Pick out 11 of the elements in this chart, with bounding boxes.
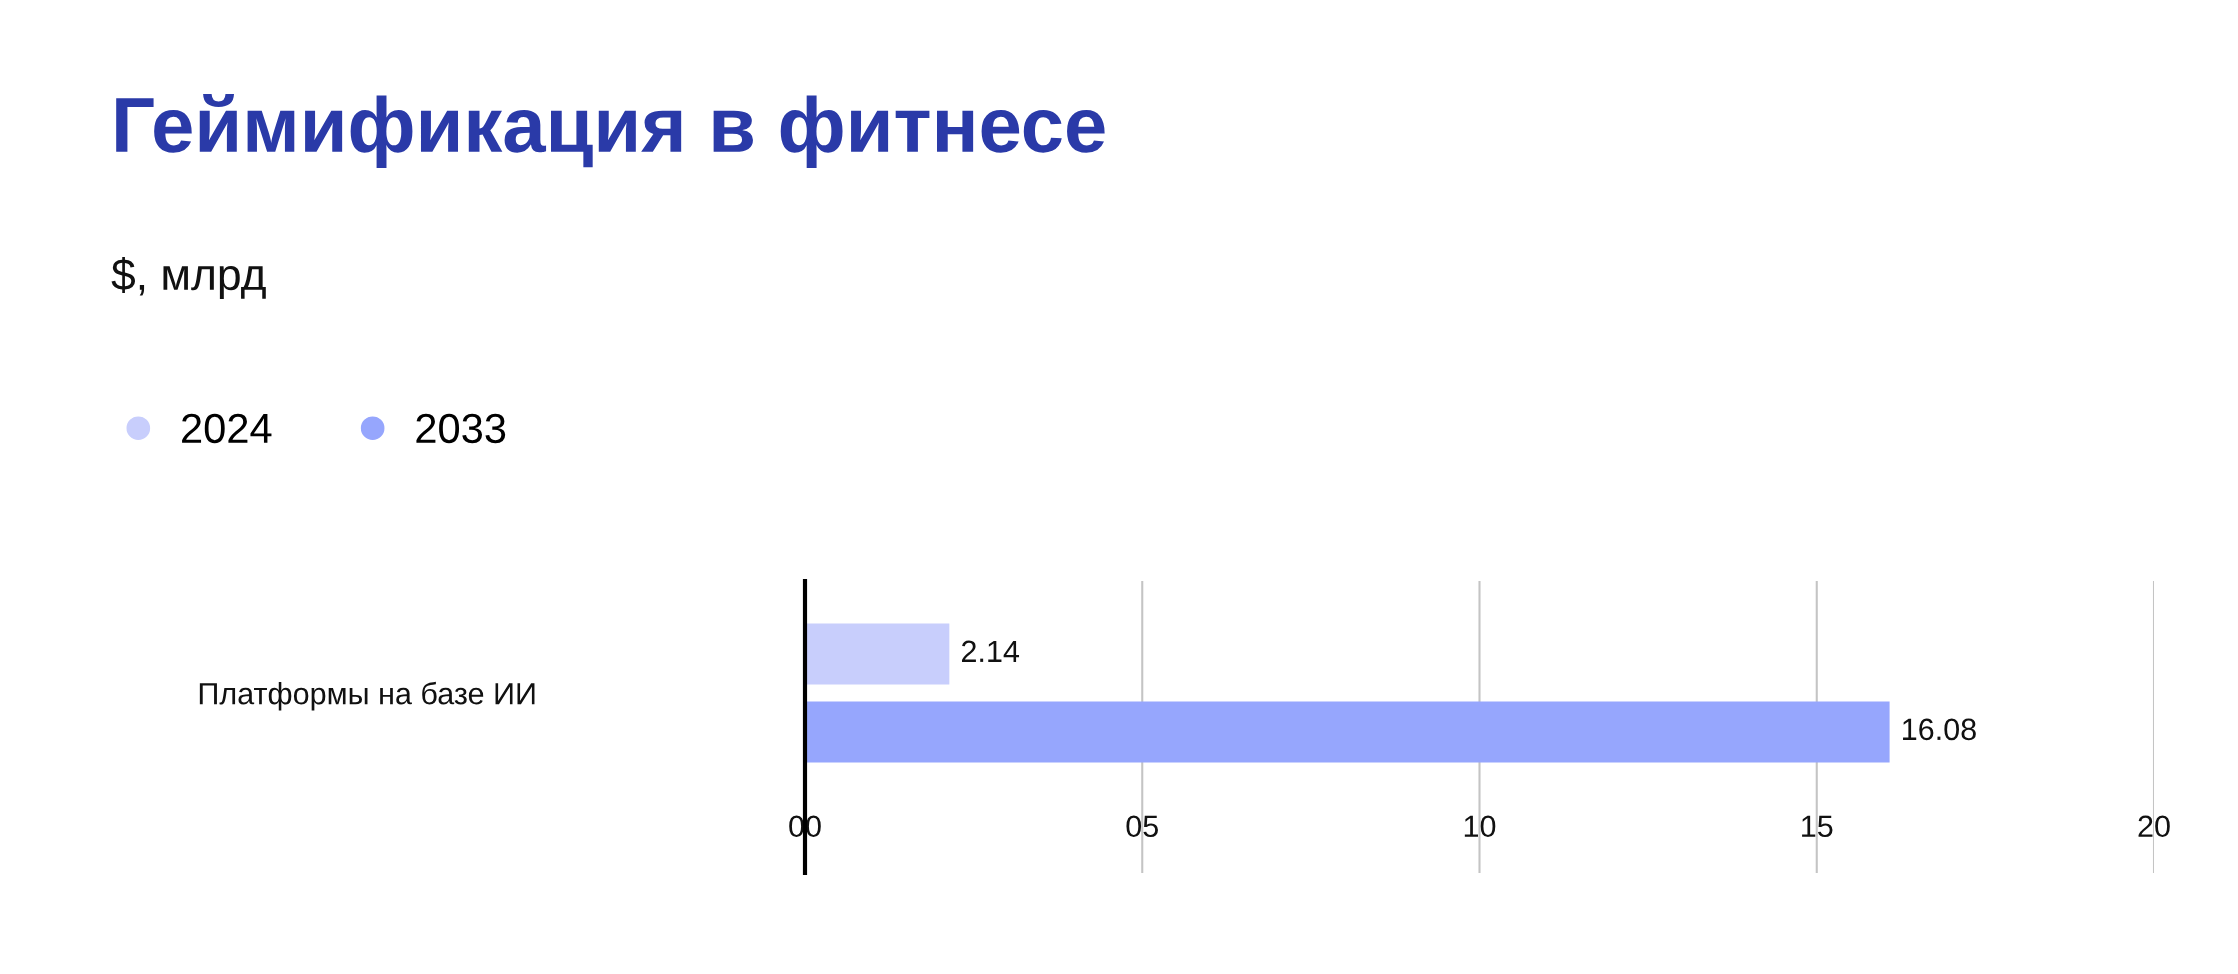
data-label: 16.08 <box>1903 718 1976 741</box>
y-tick-label: Платформы на базе ИИ <box>199 681 535 711</box>
data-label: 2.14 <box>961 640 1020 662</box>
x-tick-label: 20 <box>2138 815 2170 838</box>
x-tick-label: 05 <box>1126 815 1158 838</box>
legend-label: 2033 <box>416 413 506 444</box>
x-tick-label: 10 <box>1464 815 1496 838</box>
chart-title: Геймификация в фитнесе <box>116 93 1105 169</box>
text: $, млрд <box>111 256 266 300</box>
legend-label: 2024 <box>182 413 272 444</box>
x-tick-label: 15 <box>1802 815 1833 838</box>
